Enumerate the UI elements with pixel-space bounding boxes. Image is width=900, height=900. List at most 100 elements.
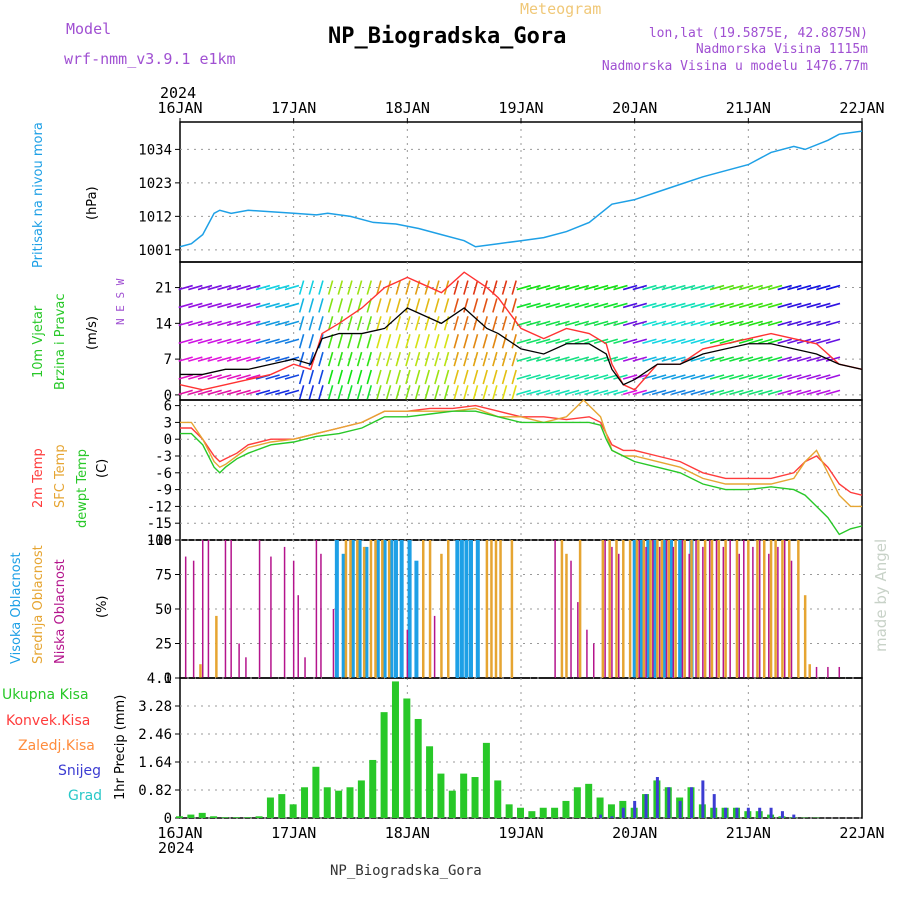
low-cloud-bar	[270, 556, 272, 678]
y-tick-label: 14	[155, 316, 172, 332]
wind-barb	[651, 302, 667, 309]
wind-barb	[424, 316, 430, 331]
wind-barb	[366, 280, 373, 295]
wind-barb	[308, 385, 315, 400]
wind-barb	[226, 356, 242, 362]
mid-cloud-bar	[499, 540, 502, 678]
wind-barb	[347, 316, 353, 331]
wind-speed-line	[180, 307, 863, 386]
wind-barb	[337, 385, 344, 400]
wind-barb	[642, 356, 657, 362]
wind-barb	[526, 356, 541, 362]
wind-barb	[347, 369, 353, 385]
precip-total-bar	[494, 780, 502, 818]
mid-cloud-bar	[710, 540, 714, 678]
wind-barb	[226, 302, 242, 309]
wind-barb	[424, 298, 430, 313]
high-cloud-bar	[646, 540, 651, 678]
low-cloud-bar	[672, 546, 675, 678]
wind-barb	[516, 320, 532, 327]
wind-barb	[545, 374, 561, 380]
credit-label: made by Angel	[872, 539, 890, 652]
precip-snow-bar	[644, 794, 648, 818]
high-cloud-bar	[678, 540, 683, 678]
wind-direction-legend: N E S W	[114, 278, 127, 325]
wind-barb	[265, 374, 280, 380]
wind-barb	[574, 338, 590, 344]
wind-barb	[347, 298, 353, 313]
x-tick-label-top: 19JAN	[498, 99, 543, 117]
wind-barb	[188, 338, 203, 344]
wind-barb	[275, 356, 290, 362]
wind-barb	[492, 385, 498, 400]
wind-barb	[651, 320, 667, 327]
precip-ylabel: 1hr Precip (mm)	[113, 695, 128, 800]
mid-cloud-bar	[762, 540, 766, 678]
low-cloud-bar	[224, 540, 227, 678]
wind-barb	[434, 351, 440, 367]
wind-barb	[796, 302, 812, 309]
mid-cloud-bar	[649, 540, 652, 678]
wind-barb	[414, 298, 421, 313]
wind-barb	[729, 284, 744, 291]
wind-barb	[584, 302, 599, 309]
wind-barb	[188, 389, 203, 396]
wind-ylabel-unit: (m/s)	[85, 316, 100, 350]
wind-barb	[758, 338, 773, 344]
wind-barb	[574, 374, 590, 380]
wind-barb	[424, 280, 430, 295]
y-tick-label: 0	[164, 388, 172, 404]
precip-snow-bar	[724, 807, 728, 818]
wind-barb	[414, 316, 421, 331]
wind-barb	[796, 389, 812, 396]
wind-barb	[337, 351, 344, 367]
precip-snow-bar	[712, 794, 716, 818]
wind-barb	[584, 320, 599, 327]
low-cloud-bar	[688, 553, 690, 678]
wind-barb	[356, 316, 363, 331]
wind-barb	[574, 320, 590, 327]
wind-barb	[719, 320, 734, 327]
y-tick-label: 7	[164, 352, 172, 368]
elevation-label: Nadmorska Visina 1115m	[696, 42, 868, 57]
wind-barb	[806, 389, 821, 396]
wind-barb	[787, 302, 802, 309]
mid-cloud-bar	[490, 540, 493, 678]
wind-barb	[207, 302, 222, 309]
temp-ylabel-2: SFC Temp	[53, 444, 68, 508]
low-cloud-bar	[332, 609, 335, 678]
wind-barb	[574, 389, 590, 396]
wind-barb	[545, 389, 561, 396]
wind-barb	[516, 356, 532, 362]
wind-barb	[207, 356, 222, 362]
precip-legend-snow: Snijeg	[58, 763, 101, 779]
precip-total-bar	[448, 790, 456, 818]
wind-barb	[729, 374, 744, 380]
wind-barb	[738, 389, 754, 396]
wind-barb	[622, 302, 638, 309]
wind-barb	[255, 389, 271, 396]
wind-barb	[424, 334, 430, 349]
wind-barb	[226, 374, 242, 380]
model-name: wrf-nmm_v3.9.1 e1km	[64, 50, 236, 68]
wind-barb	[593, 374, 609, 380]
wind-barb	[405, 334, 411, 349]
mid-cloud-bar	[808, 664, 811, 678]
precip-total-bar	[187, 814, 195, 818]
wind-barb	[748, 320, 763, 327]
wind-barb	[236, 374, 251, 380]
low-cloud-bar	[577, 602, 579, 678]
wind-barb	[356, 369, 363, 385]
low-cloud-bar	[192, 560, 195, 678]
wind-barb	[405, 280, 411, 295]
mid-cloud-bar	[769, 540, 773, 678]
wind-barb	[356, 334, 363, 349]
wind-barb	[207, 389, 222, 396]
wind-barb	[236, 320, 251, 327]
wind-barb	[376, 351, 382, 367]
wind-barb	[661, 320, 676, 327]
low-cloud-bar	[245, 657, 247, 678]
wind-barb	[275, 338, 290, 344]
wind-barb	[622, 374, 638, 380]
